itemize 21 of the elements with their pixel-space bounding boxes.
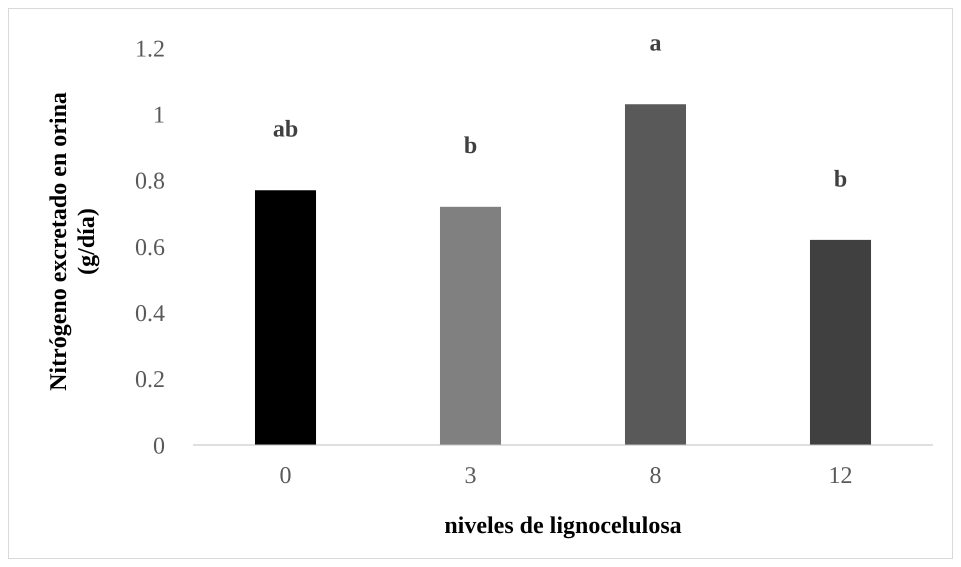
x-tick-label: 0 [280, 463, 292, 489]
bar [440, 206, 502, 445]
y-tick-label: 1 [153, 102, 165, 129]
bar [254, 190, 316, 445]
y-tick-label: 0.2 [135, 367, 165, 394]
annotation: b [834, 166, 848, 192]
y-tick-label: 0.4 [135, 301, 165, 328]
x-tick-label: 3 [464, 463, 476, 489]
bar [810, 240, 872, 445]
y-tick-label: 0 [153, 433, 165, 460]
annotation: a [650, 30, 662, 57]
annotation: ab [272, 116, 298, 143]
y-tick-label: 1.2 [135, 36, 165, 62]
x-tick-label: 8 [650, 463, 662, 489]
x-axis-title: niveles de lignocelulosa [444, 513, 682, 539]
x-tick-label: 12 [828, 463, 852, 489]
bar [624, 104, 686, 445]
y-tick-label: 0.8 [135, 168, 165, 195]
y-axis-title: Nitrógeno excretado en orina (g/día) [46, 92, 100, 391]
annotation: b [464, 133, 478, 160]
y-tick-label: 0.6 [135, 234, 165, 261]
